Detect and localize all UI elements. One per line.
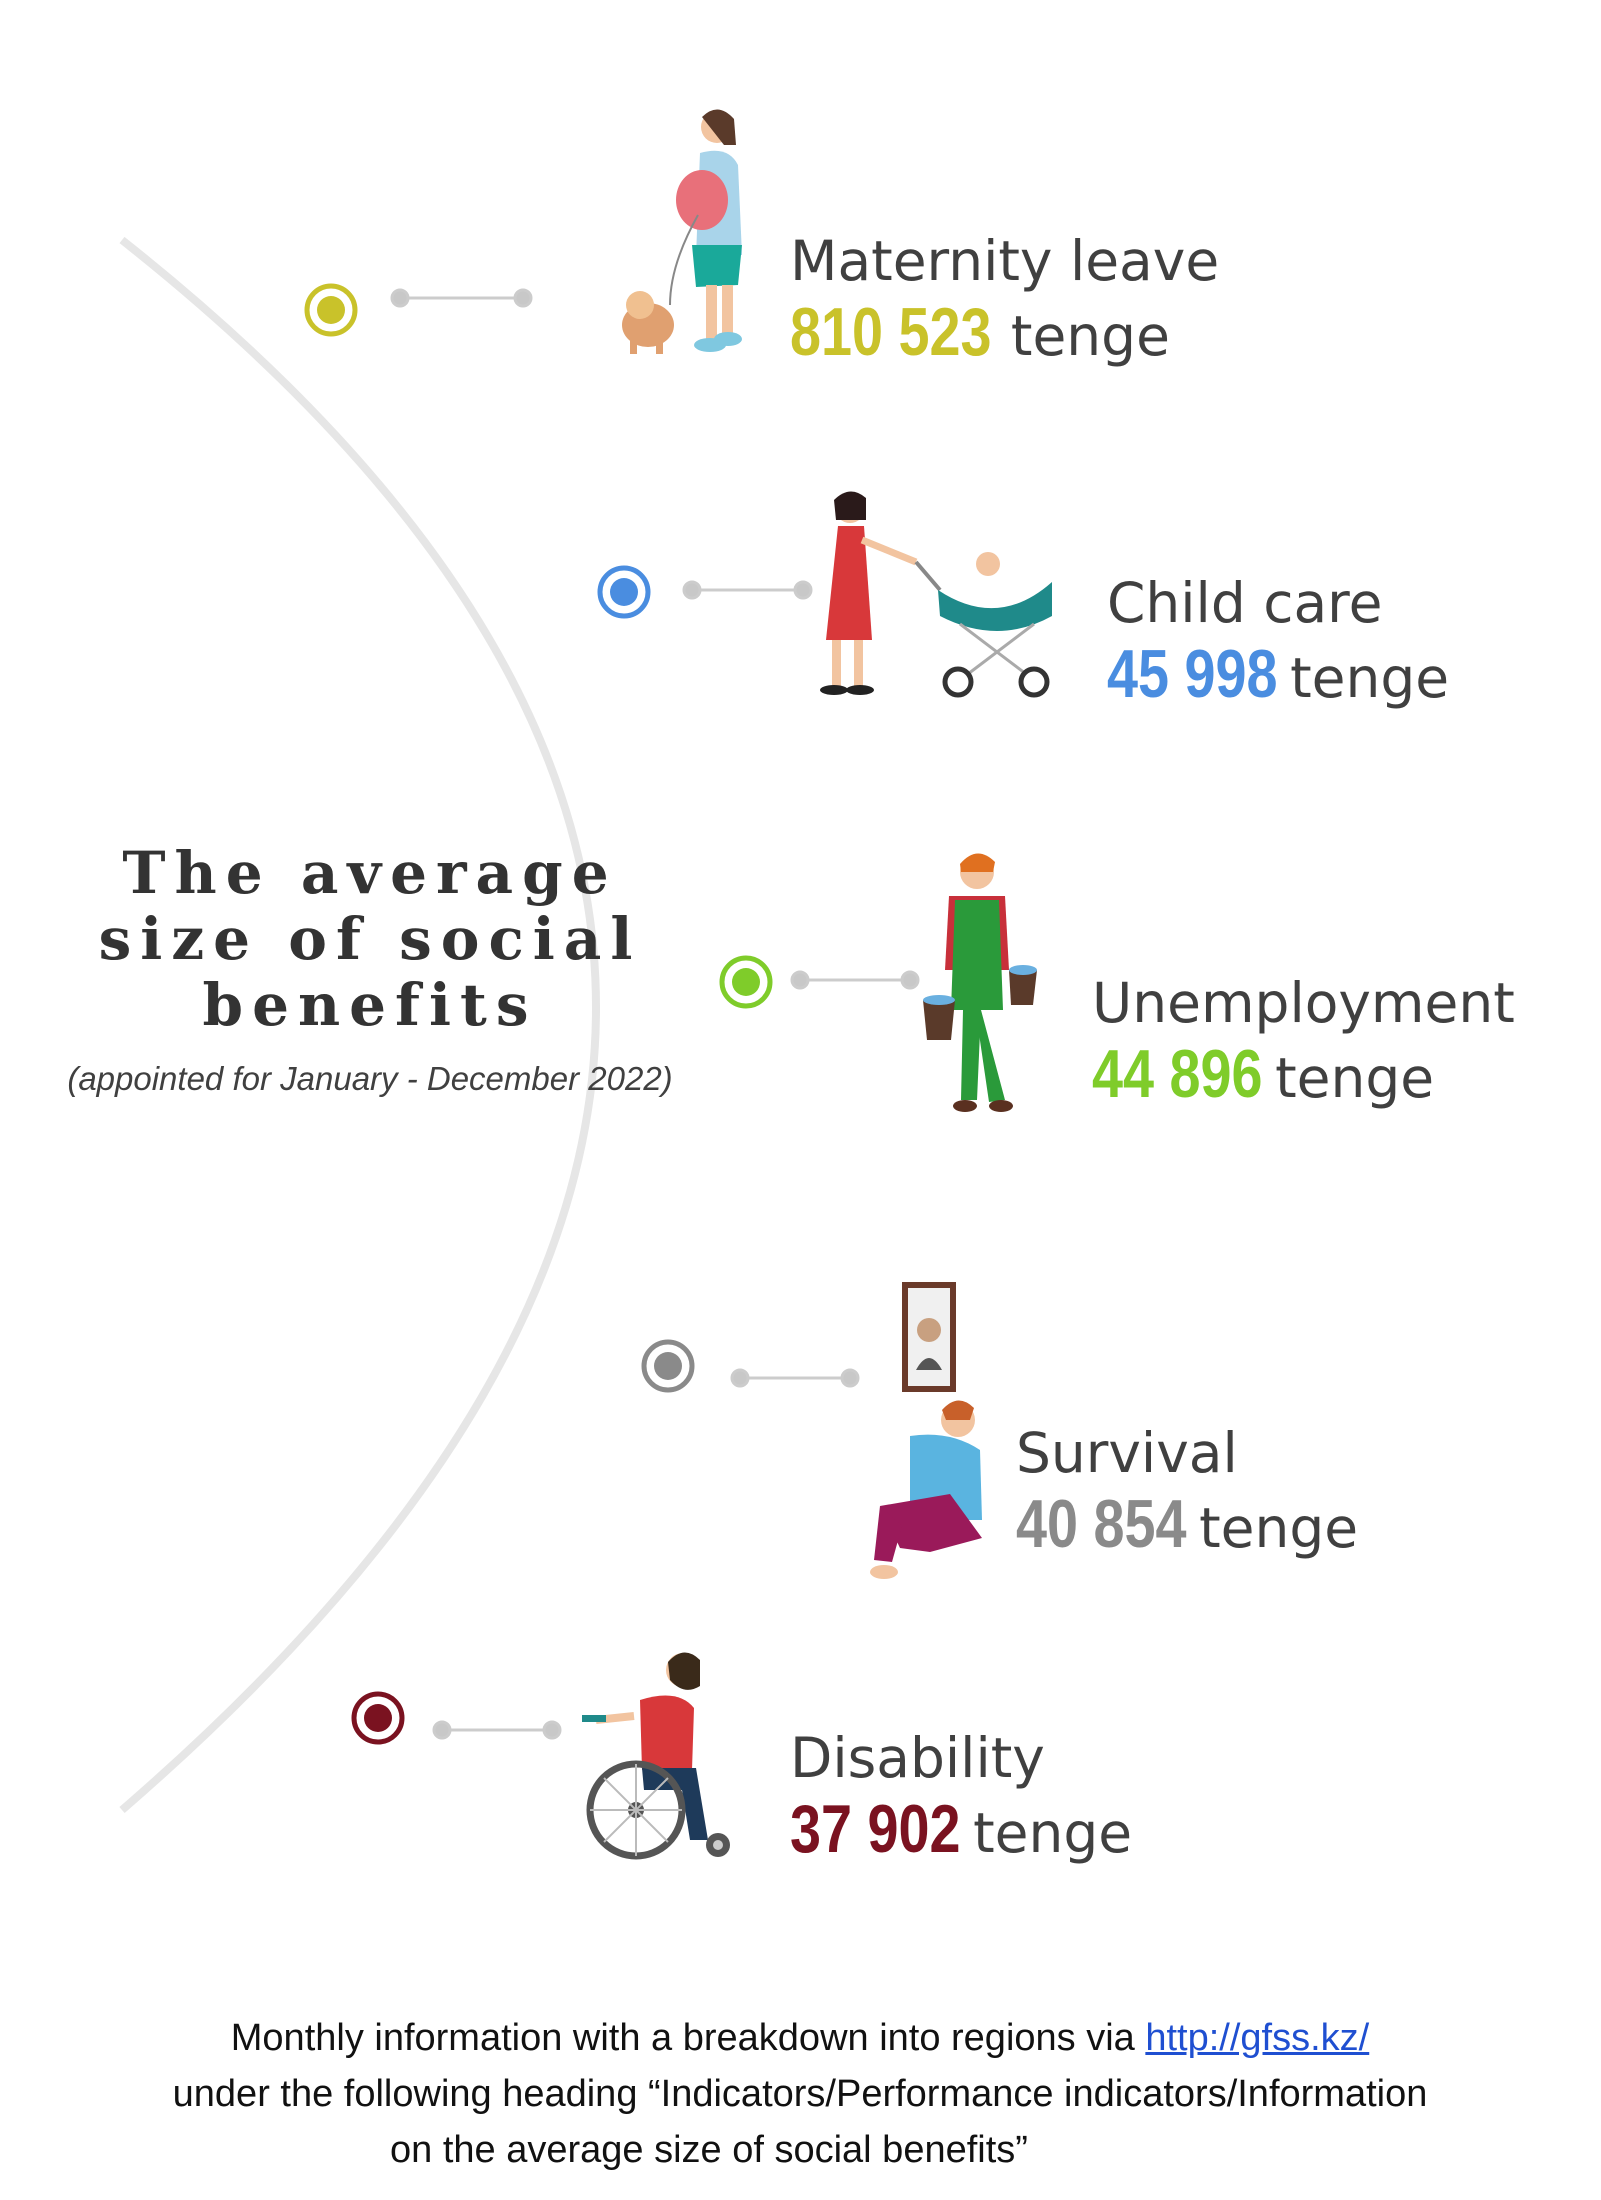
marker-unemployment [719, 955, 773, 1009]
benefit-value: 45 998 tenge [1107, 636, 1449, 730]
man-in-wheelchair-icon [582, 1652, 730, 1860]
grieving-person-with-portrait-icon [870, 1282, 982, 1579]
benefit-label: Unemployment [1092, 971, 1515, 1035]
benefit-disability: Disability 37 902 tenge [790, 1725, 1132, 1885]
benefit-label: Disability [790, 1726, 1045, 1790]
connector-survival [730, 1368, 860, 1388]
main-title: The average size of social benefits [30, 840, 710, 1038]
benefit-unemployment: Unemployment 44 896 tenge [1092, 970, 1515, 1130]
footer-note: Monthly information with a breakdown int… [60, 2010, 1540, 2178]
marker-child-care [597, 565, 651, 619]
benefit-value: 37 902 tenge [790, 1791, 1132, 1885]
worker-carrying-buckets-icon [923, 853, 1037, 1112]
period-subtitle: (appointed for January - December 2022) [67, 1060, 673, 1097]
benefit-unit: tenge [1199, 1496, 1359, 1560]
benefit-unit: tenge [1290, 646, 1450, 710]
connector-disability [432, 1720, 562, 1740]
benefit-unit: tenge [1275, 1046, 1435, 1110]
benefit-amount: 40 854 [1016, 1486, 1187, 1562]
benefit-amount: 44 896 [1092, 1036, 1263, 1112]
title-line-3: benefits [202, 971, 538, 1039]
pregnant-woman-with-dog-icon [622, 109, 742, 354]
benefit-value: 44 896 tenge [1092, 1036, 1515, 1130]
title-line-1: The average [122, 839, 618, 907]
benefit-label: Child care [1107, 571, 1383, 635]
connector-maternity [390, 288, 533, 308]
gfss-link[interactable]: http://gfss.kz/ [1145, 2017, 1370, 2059]
benefit-child-care: Child care 45 998 tenge [1107, 570, 1449, 730]
footer-line-1-text: Monthly information with a breakdown int… [230, 2017, 1146, 2059]
footer-line-3: on the average size of social benefits” [390, 2129, 1028, 2171]
marker-disability [351, 1691, 405, 1745]
benefit-value: 40 854 tenge [1016, 1486, 1358, 1580]
connector-child-care [682, 580, 813, 600]
connector-unemployment [790, 970, 920, 990]
benefit-unit: tenge [1010, 304, 1170, 368]
marker-maternity [304, 283, 358, 337]
benefit-label: Survival [1016, 1421, 1238, 1485]
woman-with-stroller-icon [820, 491, 1052, 698]
footer-line-2: under the following heading “Indicators/… [172, 2073, 1428, 2115]
benefit-maternity: Maternity leave 810 523 tenge [790, 228, 1219, 388]
benefit-survival: Survival 40 854 tenge [1016, 1420, 1358, 1580]
marker-survival [641, 1339, 695, 1393]
footer-line-1: Monthly information with a breakdown int… [60, 2010, 1540, 2066]
benefit-amount: 37 902 [790, 1791, 961, 1867]
benefit-amount: 810 523 [790, 294, 992, 370]
benefit-value: 810 523 tenge [790, 294, 1219, 388]
title-line-2: size of social [98, 905, 642, 973]
benefit-amount: 45 998 [1107, 636, 1278, 712]
benefit-label: Maternity leave [790, 229, 1220, 293]
timeline-arc [119, 236, 600, 1814]
benefit-unit: tenge [973, 1801, 1133, 1865]
